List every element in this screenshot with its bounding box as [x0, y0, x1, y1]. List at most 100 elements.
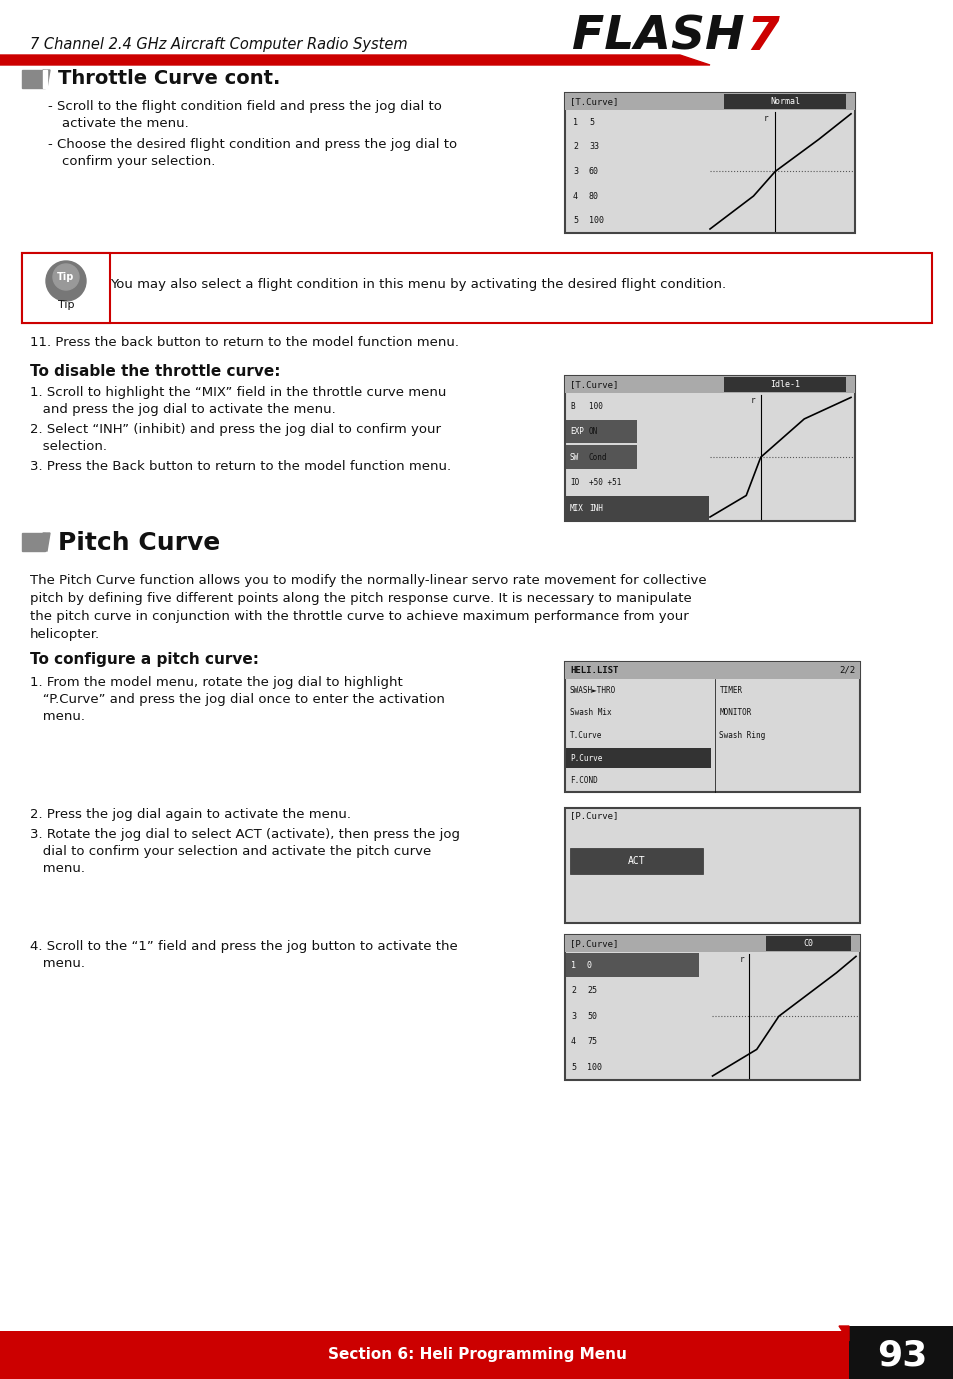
Text: Tip: Tip: [58, 301, 74, 310]
Text: and press the jog dial to activate the menu.: and press the jog dial to activate the m…: [30, 403, 335, 416]
Text: - Choose the desired flight condition and press the jog dial to: - Choose the desired flight condition an…: [48, 138, 456, 150]
Text: 50: 50: [586, 1012, 597, 1020]
Text: Idle-1: Idle-1: [770, 381, 800, 389]
Text: 100: 100: [588, 401, 607, 411]
Polygon shape: [43, 70, 50, 88]
Bar: [564, 92, 854, 110]
Text: MONITOR: MONITOR: [719, 709, 751, 717]
Text: 3: 3: [571, 1012, 576, 1020]
Text: Swash Mix: Swash Mix: [569, 709, 611, 717]
Text: EXP: EXP: [569, 427, 583, 436]
Text: 33: 33: [588, 142, 598, 152]
Text: dial to confirm your selection and activate the pitch curve: dial to confirm your selection and activ…: [30, 845, 431, 858]
Bar: [565, 747, 711, 768]
Text: HELI.LIST: HELI.LIST: [569, 666, 618, 674]
Text: 3: 3: [573, 167, 578, 177]
Text: 3. Press the Back button to return to the model function menu.: 3. Press the Back button to return to th…: [30, 461, 451, 473]
Text: MIX: MIX: [569, 503, 583, 513]
Bar: [564, 662, 859, 678]
Bar: [22, 252, 110, 323]
Bar: [0, 1331, 953, 1379]
Bar: [765, 936, 850, 952]
Text: 2: 2: [573, 142, 578, 152]
Text: B: B: [569, 401, 574, 411]
Circle shape: [53, 263, 79, 290]
Text: Section 6: Heli Programming Menu: Section 6: Heli Programming Menu: [327, 1347, 626, 1362]
Text: C0: C0: [802, 939, 813, 949]
Text: ACT: ACT: [627, 856, 644, 866]
Bar: [564, 935, 859, 953]
Text: helicopter.: helicopter.: [30, 627, 100, 641]
Text: 4: 4: [573, 192, 578, 200]
Text: r: r: [750, 396, 755, 405]
Text: Tip: Tip: [57, 272, 74, 281]
Text: confirm your selection.: confirm your selection.: [62, 154, 215, 168]
Text: menu.: menu.: [30, 957, 85, 969]
Text: 7: 7: [745, 15, 778, 61]
Text: menu.: menu.: [30, 710, 85, 723]
Text: 0: 0: [586, 961, 592, 969]
Text: You may also select a flight condition in this menu by activating the desired fl: You may also select a flight condition i…: [110, 279, 725, 291]
Text: FLASH: FLASH: [572, 15, 743, 61]
Bar: [0, 0, 953, 28]
Text: To disable the throttle curve:: To disable the throttle curve:: [30, 364, 280, 379]
Text: 1: 1: [573, 117, 578, 127]
Text: To configure a pitch curve:: To configure a pitch curve:: [30, 652, 258, 667]
Bar: [848, 1327, 953, 1379]
Text: activate the menu.: activate the menu.: [62, 117, 189, 130]
Text: pitch by defining five different points along the pitch response curve. It is ne: pitch by defining five different points …: [30, 592, 691, 605]
Bar: [564, 808, 859, 923]
Text: 11. Press the back button to return to the model function menu.: 11. Press the back button to return to t…: [30, 336, 458, 349]
Bar: [22, 252, 931, 323]
Text: 4: 4: [571, 1037, 576, 1047]
Text: SWASH►THRO: SWASH►THRO: [569, 685, 616, 695]
Bar: [564, 376, 854, 521]
Text: 5: 5: [571, 1063, 576, 1071]
Text: 100: 100: [588, 217, 603, 225]
Text: 1: 1: [571, 961, 576, 969]
Text: 80: 80: [588, 192, 598, 200]
Bar: [565, 953, 698, 976]
Text: Throttle Curve cont.: Throttle Curve cont.: [58, 69, 280, 88]
Text: r: r: [739, 956, 743, 964]
Text: 2: 2: [571, 986, 576, 996]
Polygon shape: [43, 534, 50, 552]
Text: 60: 60: [588, 167, 598, 177]
Text: 25: 25: [586, 986, 597, 996]
Text: IO: IO: [569, 479, 578, 487]
Text: 3. Rotate the jog dial to select ACT (activate), then press the jog: 3. Rotate the jog dial to select ACT (ac…: [30, 827, 459, 841]
Text: Swash Ring: Swash Ring: [719, 731, 765, 741]
Text: 7 Channel 2.4 GHz Aircraft Computer Radio System: 7 Channel 2.4 GHz Aircraft Computer Radi…: [30, 36, 407, 51]
Text: [P.Curve]: [P.Curve]: [569, 812, 618, 821]
Text: Cond: Cond: [588, 452, 607, 462]
Text: ON: ON: [588, 427, 598, 436]
Text: TIMER: TIMER: [719, 685, 741, 695]
Polygon shape: [0, 55, 709, 65]
Text: Pitch Curve: Pitch Curve: [58, 531, 220, 554]
Text: [T.Curve]: [T.Curve]: [569, 381, 618, 389]
Text: 75: 75: [586, 1037, 597, 1047]
Text: 2. Select “INH” (inhibit) and press the jog dial to confirm your: 2. Select “INH” (inhibit) and press the …: [30, 423, 440, 436]
Bar: [564, 662, 859, 792]
Bar: [723, 94, 845, 109]
Polygon shape: [43, 70, 47, 88]
Polygon shape: [838, 1327, 848, 1340]
Bar: [569, 848, 702, 873]
Text: SW: SW: [569, 452, 578, 462]
Text: 100: 100: [586, 1063, 601, 1071]
Text: F.COND: F.COND: [569, 776, 598, 785]
Text: 93: 93: [876, 1338, 926, 1372]
Text: 4. Scroll to the “1” field and press the jog button to activate the: 4. Scroll to the “1” field and press the…: [30, 940, 457, 953]
Bar: [564, 376, 854, 393]
Text: 5: 5: [588, 117, 594, 127]
Text: Normal: Normal: [770, 97, 800, 106]
Bar: [564, 935, 859, 1080]
Text: 2. Press the jog dial again to activate the menu.: 2. Press the jog dial again to activate …: [30, 808, 351, 821]
Text: selection.: selection.: [30, 440, 107, 452]
Circle shape: [46, 261, 86, 301]
Text: P.Curve: P.Curve: [569, 753, 601, 763]
Text: “P.Curve” and press the jog dial once to enter the activation: “P.Curve” and press the jog dial once to…: [30, 694, 444, 706]
Text: 1. From the model menu, rotate the jog dial to highlight: 1. From the model menu, rotate the jog d…: [30, 676, 402, 690]
Text: The Pitch Curve function allows you to modify the normally-linear servo rate mov: The Pitch Curve function allows you to m…: [30, 574, 706, 587]
Text: - Scroll to the flight condition field and press the jog dial to: - Scroll to the flight condition field a…: [48, 101, 441, 113]
